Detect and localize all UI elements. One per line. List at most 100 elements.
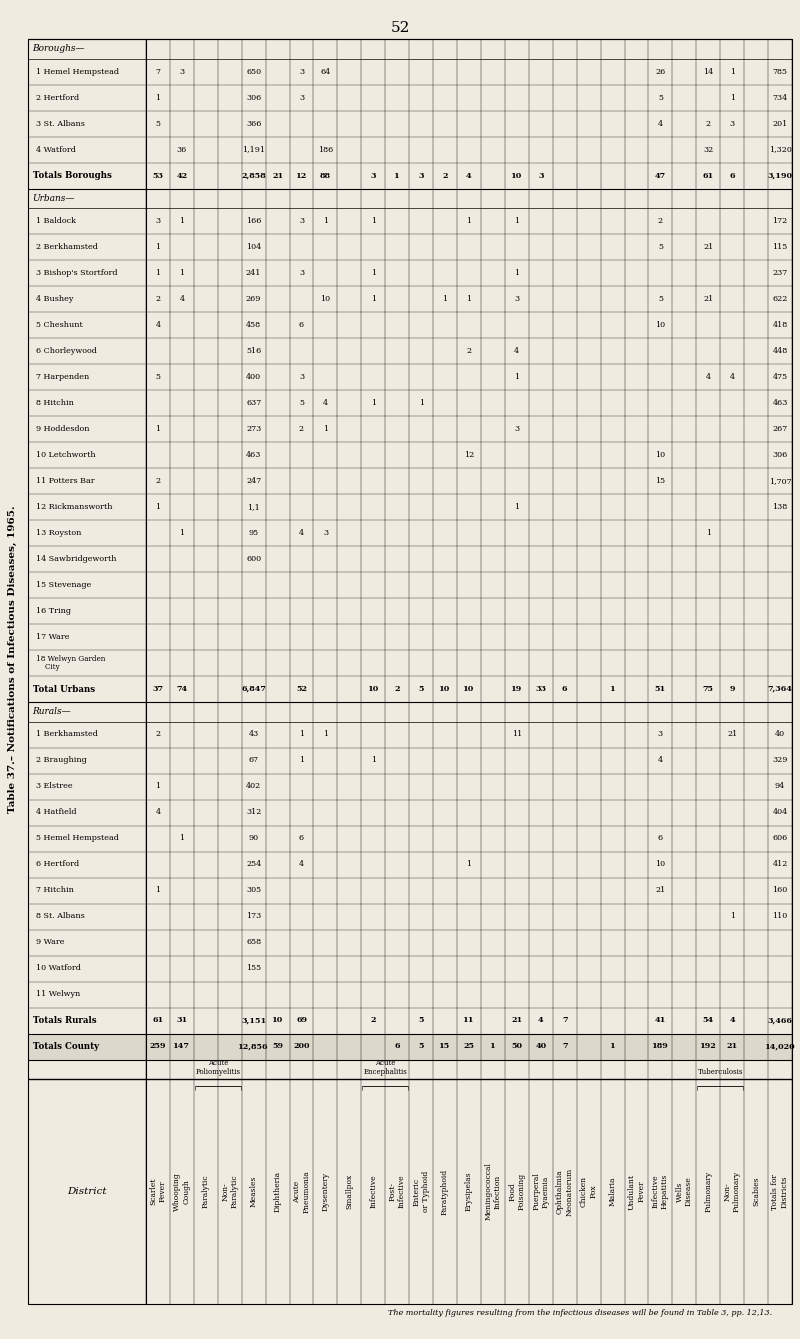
- Text: 1,707: 1,707: [769, 477, 791, 485]
- Text: 3 St. Albans: 3 St. Albans: [36, 119, 85, 127]
- Text: 2: 2: [299, 424, 304, 432]
- Text: 10 Watford: 10 Watford: [36, 964, 81, 972]
- Text: 4: 4: [299, 529, 304, 537]
- Text: 166: 166: [246, 217, 262, 225]
- Text: 4: 4: [706, 374, 711, 382]
- Text: 4 Hatfield: 4 Hatfield: [36, 809, 77, 817]
- Text: 5 Hemel Hempstead: 5 Hemel Hempstead: [36, 834, 119, 842]
- Text: District: District: [67, 1186, 106, 1196]
- Text: 90: 90: [249, 834, 258, 842]
- Text: Boroughs—: Boroughs—: [32, 44, 85, 54]
- Text: Non-
Paralytic: Non- Paralytic: [221, 1174, 238, 1208]
- Text: 1: 1: [299, 757, 304, 765]
- Text: 3: 3: [730, 119, 734, 127]
- Text: 2: 2: [394, 686, 400, 694]
- Text: 329: 329: [772, 757, 788, 765]
- Text: 1: 1: [466, 217, 471, 225]
- Text: Tuberculosis: Tuberculosis: [698, 1069, 743, 1077]
- Text: 4: 4: [730, 1016, 735, 1024]
- Text: 4: 4: [538, 1016, 543, 1024]
- Text: Malaria: Malaria: [609, 1177, 617, 1206]
- Text: 21: 21: [703, 242, 714, 250]
- Text: 9 Ware: 9 Ware: [36, 939, 65, 947]
- Text: 1: 1: [155, 782, 161, 790]
- Text: 21: 21: [727, 731, 738, 739]
- Text: Scabies: Scabies: [752, 1177, 760, 1206]
- Text: 2,858: 2,858: [242, 171, 266, 179]
- Text: Rurals—: Rurals—: [32, 707, 70, 716]
- Text: 75: 75: [702, 686, 714, 694]
- Text: 3: 3: [514, 424, 519, 432]
- Text: 3: 3: [418, 171, 424, 179]
- Text: Totals County: Totals County: [33, 1042, 99, 1051]
- Text: 53: 53: [153, 171, 163, 179]
- Text: 4: 4: [155, 809, 161, 817]
- Text: 2 Berkhamsted: 2 Berkhamsted: [36, 242, 98, 250]
- Text: 1: 1: [394, 171, 400, 179]
- Text: 5: 5: [155, 119, 161, 127]
- Text: 201: 201: [773, 119, 788, 127]
- Text: Puerperal
Pyaemia: Puerperal Pyaemia: [532, 1173, 550, 1210]
- Text: 4: 4: [514, 347, 519, 355]
- Text: 4: 4: [179, 295, 185, 303]
- Text: 5: 5: [418, 1043, 424, 1051]
- Text: 306: 306: [246, 94, 262, 102]
- Text: 61: 61: [702, 171, 714, 179]
- Text: 52: 52: [296, 686, 307, 694]
- Text: 2: 2: [466, 347, 471, 355]
- Text: 2: 2: [442, 171, 448, 179]
- Text: 51: 51: [654, 686, 666, 694]
- Text: 172: 172: [773, 217, 788, 225]
- Text: 7: 7: [155, 67, 161, 75]
- Text: 4 Watford: 4 Watford: [36, 146, 76, 154]
- Text: 64: 64: [320, 67, 330, 75]
- Text: Totals Boroughs: Totals Boroughs: [33, 171, 112, 179]
- Text: 2: 2: [658, 217, 663, 225]
- Text: 247: 247: [246, 477, 262, 485]
- Text: 36: 36: [177, 146, 187, 154]
- Text: 259: 259: [150, 1043, 166, 1051]
- Text: 1: 1: [323, 424, 328, 432]
- Text: 6: 6: [394, 1043, 400, 1051]
- Text: 2: 2: [370, 1016, 376, 1024]
- Text: 600: 600: [246, 554, 262, 562]
- Text: 10: 10: [272, 1016, 283, 1024]
- Text: 12: 12: [296, 171, 307, 179]
- Text: Acute
Poliomyelitis: Acute Poliomyelitis: [195, 1059, 240, 1077]
- Text: 3: 3: [179, 67, 185, 75]
- Text: 1: 1: [514, 503, 519, 511]
- Text: 11: 11: [463, 1016, 474, 1024]
- Text: 2: 2: [155, 731, 161, 739]
- Text: Whooping
Cough: Whooping Cough: [174, 1172, 190, 1210]
- Text: 10 Letchworth: 10 Letchworth: [36, 451, 96, 459]
- Text: Dysentery: Dysentery: [322, 1172, 330, 1210]
- Text: 5: 5: [658, 94, 663, 102]
- Text: 6: 6: [299, 321, 304, 329]
- Text: 1: 1: [706, 529, 711, 537]
- Text: 11 Welwyn: 11 Welwyn: [36, 991, 80, 999]
- Text: 16 Tring: 16 Tring: [36, 607, 71, 615]
- Text: 189: 189: [652, 1043, 669, 1051]
- Text: 4: 4: [658, 119, 663, 127]
- Text: Non-
Pulmonary: Non- Pulmonary: [723, 1170, 741, 1212]
- Text: 10: 10: [655, 321, 666, 329]
- Text: Food
Poisoning: Food Poisoning: [508, 1173, 526, 1210]
- Text: 10: 10: [439, 686, 450, 694]
- Bar: [28, 1034, 792, 1059]
- Text: 14 Sawbridgeworth: 14 Sawbridgeworth: [36, 554, 117, 562]
- Text: 7: 7: [562, 1043, 567, 1051]
- Text: 1: 1: [730, 94, 734, 102]
- Text: 1: 1: [514, 374, 519, 382]
- Text: 5: 5: [658, 295, 663, 303]
- Text: 5: 5: [418, 686, 424, 694]
- Text: Ophthalmia
Neonatorum: Ophthalmia Neonatorum: [556, 1168, 574, 1216]
- Text: 3,151: 3,151: [241, 1016, 266, 1024]
- Text: Urbans—: Urbans—: [32, 194, 74, 202]
- Text: 1: 1: [610, 1043, 615, 1051]
- Text: 3: 3: [299, 374, 304, 382]
- Text: 1: 1: [299, 731, 304, 739]
- Text: 15 Stevenage: 15 Stevenage: [36, 581, 91, 589]
- Text: Infective: Infective: [370, 1174, 378, 1208]
- Text: 10: 10: [655, 861, 666, 869]
- Text: 50: 50: [511, 1043, 522, 1051]
